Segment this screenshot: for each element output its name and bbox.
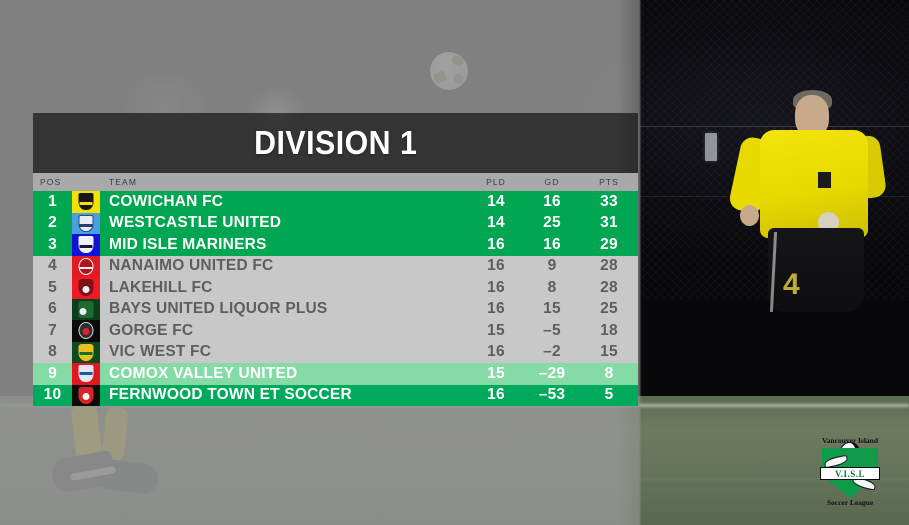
cell-team-name: COWICHAN FC — [109, 192, 224, 210]
cell-position: 9 — [48, 364, 57, 382]
cell-position: 4 — [48, 257, 57, 275]
fernwood-crest — [72, 384, 100, 406]
cell-goal-diff: –5 — [543, 321, 561, 339]
cell-goal-diff: 25 — [543, 214, 561, 232]
cell-played: 16 — [487, 386, 505, 404]
cell-points: 8 — [604, 364, 614, 382]
vicwest-crest — [72, 341, 100, 363]
cell-position: 7 — [48, 321, 57, 339]
cell-points: 33 — [600, 192, 618, 210]
cell-goal-diff: –53 — [538, 386, 566, 404]
table-row[interactable]: 5 LAKEHILL FC 16 8 28 — [33, 277, 638, 299]
column-header-pld: PLD — [486, 177, 506, 187]
table-row[interactable]: 9 COMOX VALLEY UNITED 15 –29 8 — [33, 363, 638, 385]
cell-points: 15 — [600, 343, 618, 361]
cell-team-name: FERNWOOD TOWN ET SOCCER — [109, 386, 352, 404]
westcastle-crest — [72, 212, 100, 234]
nanaimo-crest — [72, 255, 100, 277]
cell-points: 5 — [604, 386, 614, 404]
cell-played: 14 — [487, 192, 505, 210]
table-row[interactable]: 8 VIC WEST FC 16 –2 15 — [33, 341, 638, 363]
cell-played: 16 — [487, 343, 505, 361]
table-row[interactable]: 3 MID ISLE MARINERS 16 16 29 — [33, 234, 638, 256]
cell-goal-diff: –29 — [538, 364, 566, 382]
column-header-pos: POS — [40, 177, 62, 187]
cell-position: 10 — [43, 386, 62, 404]
cell-played: 14 — [487, 214, 505, 232]
visl-league-logo: Vancouver Island V.I.S.L Soccer League — [800, 424, 900, 520]
cell-points: 28 — [600, 257, 618, 275]
standings-rows: 1 COWICHAN FC 14 16 33 2 WESTCASTLE UNITED 14 25… — [33, 191, 638, 406]
standings-panel: DIVISION 1 POS TEAM PLD GD PTS 1 COWICHAN… — [33, 113, 638, 406]
table-row[interactable]: 6 BAYS UNITED LIQUOR PLUS 16 15 25 — [33, 298, 638, 320]
comox-crest — [72, 363, 100, 385]
cell-position: 3 — [48, 235, 57, 253]
table-row[interactable]: 4 NANAIMO UNITED FC 16 9 28 — [33, 255, 638, 277]
cell-position: 1 — [48, 192, 57, 210]
cell-played: 16 — [487, 257, 505, 275]
cell-team-name: GORGE FC — [109, 321, 194, 339]
table-row[interactable]: 2 WESTCASTLE UNITED 14 25 31 — [33, 212, 638, 234]
bays-crest — [72, 298, 100, 320]
cell-points: 18 — [600, 321, 618, 339]
cell-team-name: COMOX VALLEY UNITED — [109, 364, 298, 382]
column-header-crest — [72, 171, 100, 193]
cell-goal-diff: 16 — [543, 192, 561, 210]
cell-position: 6 — [48, 300, 57, 318]
column-header-team: TEAM — [109, 177, 138, 187]
gorge-crest — [72, 320, 100, 342]
cell-played: 16 — [487, 278, 505, 296]
cell-goal-diff: 15 — [543, 300, 561, 318]
cowichan-crest — [72, 191, 100, 213]
cell-team-name: BAYS UNITED LIQUOR PLUS — [109, 300, 328, 318]
cell-position: 2 — [48, 214, 57, 232]
table-row[interactable]: 1 COWICHAN FC 14 16 33 — [33, 191, 638, 213]
cell-goal-diff: 8 — [547, 278, 557, 296]
cell-played: 16 — [487, 300, 505, 318]
cell-position: 5 — [48, 278, 57, 296]
cell-team-name: LAKEHILL FC — [109, 278, 213, 296]
cell-points: 29 — [600, 235, 618, 253]
cell-points: 28 — [600, 278, 618, 296]
cell-position: 8 — [48, 343, 57, 361]
logo-bottom-text: Soccer League — [826, 498, 874, 507]
midisle-crest — [72, 234, 100, 256]
cell-points: 31 — [600, 214, 618, 232]
cell-team-name: MID ISLE MARINERS — [109, 235, 267, 253]
cell-points: 25 — [600, 300, 618, 318]
cell-team-name: NANAIMO UNITED FC — [109, 257, 274, 275]
table-header-row: POS TEAM PLD GD PTS — [33, 173, 638, 191]
cell-goal-diff: 16 — [543, 235, 561, 253]
cell-goal-diff: 9 — [547, 257, 557, 275]
column-header-gd: GD — [544, 177, 560, 187]
table-row[interactable]: 10 FERNWOOD TOWN ET SOCCER 16 –53 5 — [33, 384, 638, 406]
cell-played: 15 — [487, 364, 505, 382]
cell-goal-diff: –2 — [543, 343, 561, 361]
table-row[interactable]: 7 GORGE FC 15 –5 18 — [33, 320, 638, 342]
column-header-pts: PTS — [599, 177, 619, 187]
division-title-bar: DIVISION 1 — [33, 113, 638, 173]
page-title: DIVISION 1 — [253, 124, 418, 161]
cell-played: 15 — [487, 321, 505, 339]
lakehill-crest — [72, 277, 100, 299]
logo-banner-text: V.I.S.L — [820, 467, 880, 480]
cell-team-name: VIC WEST FC — [109, 343, 212, 361]
cell-played: 16 — [487, 235, 505, 253]
cell-team-name: WESTCASTLE UNITED — [109, 214, 282, 232]
logo-top-text: Vancouver Island — [821, 436, 879, 445]
